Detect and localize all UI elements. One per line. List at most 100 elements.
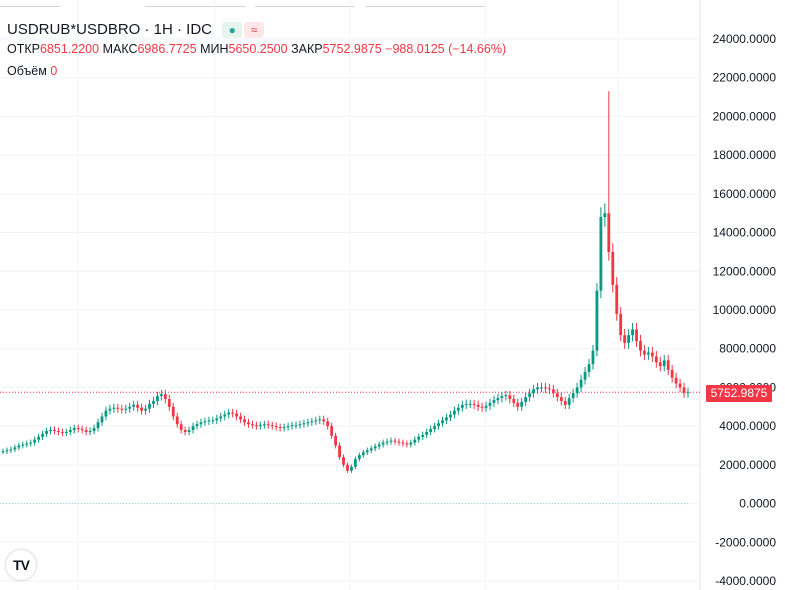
candle-body	[33, 439, 37, 443]
symbol-label[interactable]: USDRUB*USDBRO · 1H · IDC	[7, 21, 213, 38]
candle-body	[80, 429, 84, 431]
candle-body	[389, 440, 393, 442]
candle-body	[460, 404, 464, 408]
status-indicators: ● ≈	[222, 22, 265, 39]
candle-body	[647, 352, 650, 355]
candle-body	[365, 450, 369, 453]
candle-body	[682, 387, 686, 394]
candle-body	[441, 420, 444, 424]
candle-body	[524, 397, 528, 402]
candle-body	[179, 424, 183, 431]
candle-body	[575, 387, 579, 394]
candle-body	[452, 410, 456, 415]
candle-body	[421, 434, 425, 437]
candle-body	[215, 418, 219, 421]
toolbar-edge	[0, 0, 60, 7]
toolbar-edge	[255, 0, 355, 7]
volume-value: 0	[50, 64, 58, 78]
candle-body	[500, 396, 504, 399]
candle-body	[464, 403, 468, 405]
candle-body	[171, 406, 175, 417]
candle-body	[409, 442, 413, 445]
candle-body	[611, 251, 615, 285]
candle-body	[108, 408, 112, 411]
candle-body	[631, 329, 634, 336]
candle-body	[607, 213, 611, 252]
candle-body	[476, 404, 480, 407]
y-tick-label: 16000.0000	[713, 187, 777, 201]
candle-body	[603, 213, 607, 218]
last-price-tag: 5752.9875	[706, 385, 772, 402]
candle-body	[72, 428, 76, 431]
candle-body	[544, 387, 547, 389]
candle-body	[650, 352, 654, 357]
candle-body	[504, 395, 508, 397]
candle-body	[88, 430, 92, 432]
candle-body	[437, 423, 440, 427]
candle-body	[314, 420, 318, 422]
candle-body	[116, 407, 120, 409]
candle-body	[112, 407, 116, 409]
candle-body	[255, 425, 258, 427]
candle-body	[17, 445, 21, 448]
candle-body	[167, 399, 171, 407]
y-tick-label: 10000.0000	[713, 303, 777, 317]
candle-body	[330, 426, 334, 436]
candle-body	[282, 427, 286, 429]
candle-body	[508, 395, 512, 400]
candle-body	[140, 407, 143, 411]
candle-body	[41, 433, 44, 437]
candle-body	[199, 422, 203, 425]
ohlc-legend: ОТКР6851.2200 МАКС6986.7725 МИН5650.2500…	[7, 42, 506, 56]
candle-body	[274, 426, 278, 428]
toolbar-strip	[0, 0, 785, 10]
data-delay-wave-icon[interactable]: ≈	[244, 22, 265, 39]
candle-body	[175, 416, 179, 425]
candle-body	[449, 414, 452, 418]
candle-body	[68, 430, 72, 432]
close-value: 5752.9875	[322, 42, 382, 56]
market-status-dot-icon[interactable]: ●	[222, 22, 243, 39]
candle-body	[615, 284, 619, 314]
candle-body	[583, 371, 587, 380]
candle-body	[60, 431, 64, 433]
candle-body	[334, 435, 338, 446]
candle-body	[25, 443, 29, 445]
volume-label: Объём	[7, 64, 47, 78]
candle-body	[132, 404, 136, 407]
candle-body	[219, 416, 223, 419]
candle-body	[563, 400, 567, 405]
candle-body	[104, 410, 108, 417]
candle-body	[5, 450, 9, 452]
candle-body	[286, 426, 290, 428]
y-tick-label: 22000.0000	[713, 71, 777, 85]
volume-legend[interactable]: Объём 0	[7, 64, 57, 78]
candle-body	[678, 383, 682, 388]
candle-body	[662, 360, 666, 367]
candle-body	[322, 419, 326, 422]
y-tick-label: 18000.0000	[713, 148, 777, 162]
candle-body	[156, 396, 159, 401]
candle-body	[492, 400, 496, 403]
candle-body	[231, 412, 235, 414]
candle-body	[49, 430, 52, 432]
candle-body	[516, 402, 520, 407]
candle-body	[429, 429, 433, 432]
y-tick-label: 8000.0000	[719, 342, 776, 356]
tradingview-logo-icon[interactable]: TV	[6, 550, 36, 580]
candle-body	[306, 422, 310, 424]
candle-body	[670, 370, 674, 378]
candle-body	[512, 399, 516, 403]
candle-body	[258, 425, 262, 427]
toolbar-edge	[365, 0, 485, 7]
candle-body	[528, 393, 532, 398]
candle-body	[346, 464, 349, 471]
high-value: 6986.7725	[137, 42, 197, 56]
candle-body	[310, 421, 314, 423]
close-label: ЗАКР	[291, 42, 323, 56]
candle-body	[64, 431, 68, 433]
candle-body	[9, 449, 13, 451]
candle-body	[536, 387, 539, 390]
chart-legend-title[interactable]: USDRUB*USDBRO · 1H · IDC ● ≈	[7, 21, 265, 39]
